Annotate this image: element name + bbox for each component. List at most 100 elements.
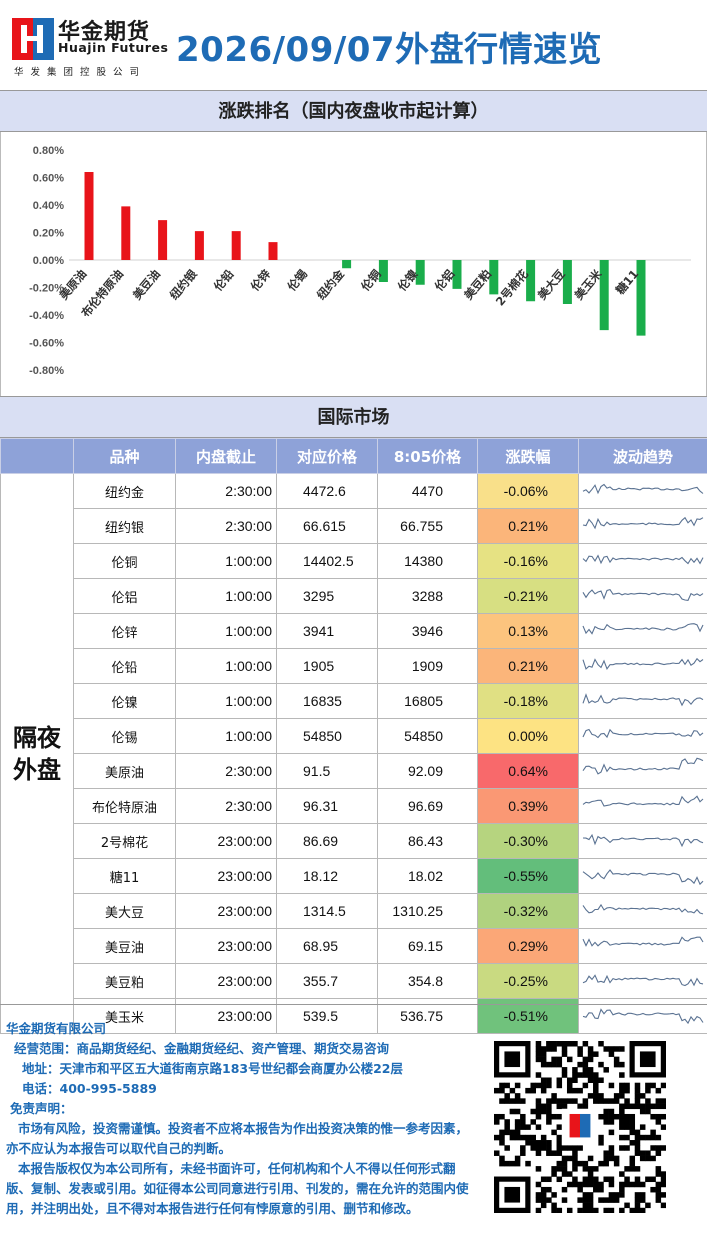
- table-row: 美原油 2:30:00 91.5 92.09 0.64%: [1, 753, 707, 789]
- y-tick-label: -0.20%: [29, 283, 64, 295]
- trend-sparkline: [582, 903, 703, 915]
- cell-price-805: 18.02: [377, 858, 478, 894]
- cell-close-time: 1:00:00: [175, 648, 277, 684]
- cell-ref-price: 54850: [276, 718, 378, 754]
- cell-change: -0.55%: [477, 858, 579, 894]
- trend-sparkline: [582, 869, 703, 886]
- cell-name: 美豆油: [73, 928, 176, 964]
- cell-ref-price: 355.7: [276, 963, 378, 999]
- bar: [562, 260, 572, 304]
- table-row: 纽约银 2:30:00 66.615 66.755 0.21%: [1, 508, 707, 544]
- cell-trend: [578, 753, 707, 789]
- header-blank: [0, 438, 74, 474]
- bar: [526, 260, 536, 302]
- x-category-label: 伦铅: [211, 267, 237, 294]
- cell-trend: [578, 858, 707, 894]
- cell-price-805: 86.43: [377, 823, 478, 859]
- cell-price-805: 54850: [377, 718, 478, 754]
- y-tick-label: -0.40%: [29, 310, 64, 322]
- cell-name: 伦铝: [73, 578, 176, 614]
- cell-price-805: 16805: [377, 683, 478, 719]
- qr-code-icon: [494, 1041, 666, 1213]
- ranking-bar-chart: 0.80% 0.60% 0.40% 0.20% 0.00% -0.20% -0.40% -0.…: [29, 145, 691, 377]
- footer: 华金期货有限公司 经营范围：商品期货经纪、金融期货经纪、资产管理、期货交易咨询 …: [0, 1004, 707, 1259]
- cell-price-805: 1310.25: [377, 893, 478, 929]
- ranking-section-title: 涨跌排名（国内夜盘收市起计算）: [0, 90, 707, 132]
- trend-sparkline: [582, 588, 703, 601]
- cell-name: 美豆粕: [73, 963, 176, 999]
- cell-change: -0.25%: [477, 963, 579, 999]
- cell-close-time: 23:00:00: [175, 893, 277, 929]
- table-row: 伦镍 1:00:00 16835 16805 -0.18%: [1, 683, 707, 719]
- cell-change: -0.16%: [477, 543, 579, 579]
- footer-text: 华金期货有限公司 经营范围：商品期货经纪、金融期货经纪、资产管理、期货交易咨询 …: [6, 1019, 476, 1219]
- cell-trend: [578, 963, 707, 999]
- table-row: 美大豆 23:00:00 1314.5 1310.25 -0.32%: [1, 893, 707, 929]
- cell-price-805: 4470: [377, 473, 478, 509]
- cell-ref-price: 14402.5: [276, 543, 378, 579]
- footer-scope: 经营范围：商品期货经纪、金融期货经纪、资产管理、期货交易咨询: [14, 1041, 390, 1056]
- trend-sparkline: [582, 833, 703, 848]
- cell-price-805: 69.15: [377, 928, 478, 964]
- footer-disclaimer-title: 免责声明：: [10, 1101, 73, 1116]
- cell-trend: [578, 823, 707, 859]
- cell-ref-price: 1314.5: [276, 893, 378, 929]
- cell-close-time: 2:30:00: [175, 788, 277, 824]
- bar: [452, 260, 462, 289]
- footer-phone: 电话：400-995-5889: [22, 1081, 157, 1096]
- trend-sparkline: [581, 693, 703, 707]
- bar: [158, 220, 168, 260]
- trend-sparkline: [582, 757, 703, 775]
- cell-trend: [578, 508, 707, 544]
- cell-ref-price: 91.5: [276, 753, 378, 789]
- group-label-line2: 外盘: [13, 755, 61, 784]
- group-label: 隔夜 外盘: [0, 473, 74, 1034]
- cell-name: 伦镍: [73, 683, 176, 719]
- cell-ref-price: 16835: [276, 683, 378, 719]
- table-row: 美豆粕 23:00:00 355.7 354.8 -0.25%: [1, 963, 707, 999]
- table-row: 伦锌 1:00:00 3941 3946 0.13%: [1, 613, 707, 649]
- table-row: 糖11 23:00:00 18.12 18.02 -0.55%: [1, 858, 707, 894]
- trend-sparkline: [582, 554, 703, 565]
- cell-price-805: 14380: [377, 543, 478, 579]
- cell-name: 纽约金: [73, 473, 176, 509]
- bar: [636, 260, 646, 336]
- cell-trend: [578, 683, 707, 719]
- bar: [268, 242, 278, 260]
- x-category-label: 纽约银: [167, 267, 200, 303]
- footer-disclaimer-2: 本报告版权仅为本公司所有，未经书面许可，任何机构和个人不得以任何形式翻版、复制、…: [6, 1161, 469, 1216]
- bar: [121, 206, 131, 260]
- bar: [378, 260, 388, 282]
- cell-change: 0.64%: [477, 753, 579, 789]
- y-tick-label: 0.60%: [33, 173, 64, 185]
- header: 华金期货 Huajin Futures 华发集团控股公司 2026/09/07外…: [0, 0, 707, 90]
- cell-trend: [578, 648, 707, 684]
- cell-ref-price: 96.31: [276, 788, 378, 824]
- company-name-en: Huajin Futures: [58, 40, 169, 55]
- cell-name: 伦铜: [73, 543, 176, 579]
- cell-change: 0.39%: [477, 788, 579, 824]
- cell-ref-price: 3941: [276, 613, 378, 649]
- trend-sparkline: [582, 795, 703, 807]
- cell-close-time: 1:00:00: [175, 683, 277, 719]
- cell-trend: [578, 473, 707, 509]
- cell-trend: [578, 893, 707, 929]
- bar: [194, 231, 204, 260]
- company-logo-icon: [12, 18, 54, 60]
- header-close-time: 内盘截止: [175, 438, 277, 474]
- x-category-label: 伦锌: [248, 267, 274, 294]
- trend-sparkline: [582, 728, 703, 739]
- cell-name: 纽约银: [73, 508, 176, 544]
- trend-sparkline: [582, 516, 703, 530]
- cell-price-805: 96.69: [377, 788, 478, 824]
- cell-change: -0.30%: [477, 823, 579, 859]
- bar: [342, 260, 352, 269]
- intl-market-table: 品种 内盘截止 对应价格 8:05价格 涨跌幅 波动趋势 隔夜 外盘 纽约金 2:30…: [0, 438, 707, 1034]
- trend-sparkline: [581, 657, 703, 670]
- cell-trend: [578, 578, 707, 614]
- cell-name: 伦铅: [73, 648, 176, 684]
- cell-trend: [578, 788, 707, 824]
- y-tick-label: -0.60%: [29, 338, 64, 350]
- footer-disclaimer-1: 市场有风险，投资需谨慎。投资者不应将本报告为作出投资决策的惟一参考因素，亦不应认…: [6, 1121, 469, 1156]
- cell-close-time: 23:00:00: [175, 928, 277, 964]
